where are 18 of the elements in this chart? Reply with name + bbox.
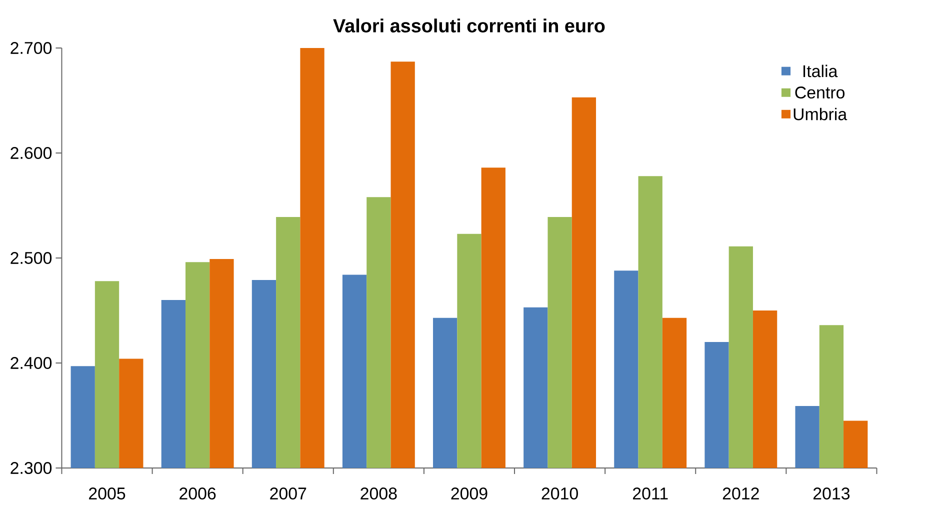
legend-label: Italia: [803, 64, 838, 78]
x-tick-label: 2010: [542, 488, 578, 500]
chart-title: Valori assoluti correnti in euro: [333, 18, 605, 32]
y-tick-label: 2.300: [10, 462, 52, 474]
x-tick-label: 2012: [722, 488, 759, 500]
y-tick-label: 2.700: [10, 42, 52, 54]
x-tick-label: 2007: [270, 488, 306, 500]
x-tick-label: 2009: [451, 488, 488, 500]
y-tick-label: 2.400: [10, 356, 52, 369]
x-tick-label: 2011: [632, 488, 668, 500]
x-tick-label: 2005: [89, 488, 126, 500]
x-tick-label: 2006: [180, 488, 216, 500]
y-tick-label: 2.500: [10, 252, 52, 264]
x-tick-label: 2013: [813, 488, 850, 500]
legend-label: Centro: [795, 86, 845, 99]
legend-label: Umbria: [794, 108, 848, 120]
y-tick-label: 2.600: [10, 146, 52, 159]
x-tick-label: 2008: [360, 488, 397, 500]
